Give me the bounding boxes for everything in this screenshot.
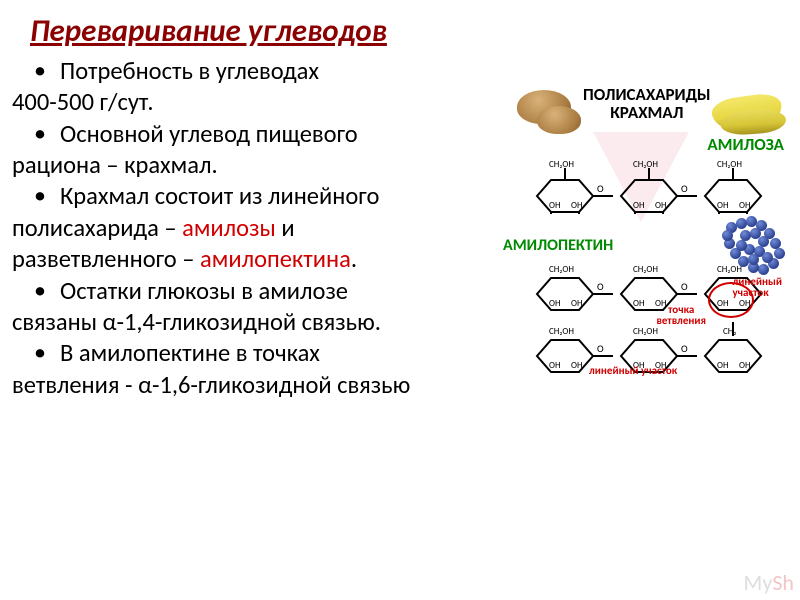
cont-4: разветвленного – амилопектина. bbox=[12, 244, 503, 275]
watermark-sh: Sh bbox=[772, 569, 794, 596]
watermark-my: My bbox=[744, 569, 773, 596]
diagram-column: ПОЛИСАХАРИДЫ КРАХМАЛ АМИЛОЗА CH₂OH H bbox=[503, 86, 788, 401]
starch-diagram: ПОЛИСАХАРИДЫ КРАХМАЛ АМИЛОЗА CH₂OH H bbox=[503, 86, 788, 376]
svg-text:OH: OH bbox=[633, 298, 645, 309]
svg-text:OH: OH bbox=[739, 200, 751, 211]
svg-text:O: O bbox=[597, 280, 604, 293]
amylopectin-term: амилопектина bbox=[200, 244, 351, 274]
watermark: MySh bbox=[744, 569, 794, 596]
cont-4a: разветвленного – bbox=[12, 244, 200, 274]
linear-bottom-label: линейный участок bbox=[589, 365, 677, 376]
svg-text:CH₂OH: CH₂OH bbox=[717, 159, 742, 170]
amylose-term: амилозы bbox=[182, 213, 276, 243]
amylopectin-label: АМИЛОПЕКТИН bbox=[503, 236, 613, 255]
svg-text:CH₂OH: CH₂OH bbox=[549, 264, 574, 275]
glucose-row-1: CH₂OH H H OH OH O CH₂OH bbox=[527, 158, 787, 214]
cont-3: полисахарида – амилозы и bbox=[12, 213, 503, 244]
svg-text:OH: OH bbox=[571, 360, 583, 371]
bullet-list: Потребность в углеводах 400-500 г/сут. О… bbox=[12, 56, 503, 401]
svg-text:CH₂OH: CH₂OH bbox=[717, 264, 742, 275]
svg-text:OH: OH bbox=[739, 360, 751, 371]
cont-2: рациона – крахмал. bbox=[12, 150, 503, 181]
svg-text:OH: OH bbox=[549, 298, 561, 309]
content-row: Потребность в углеводах 400-500 г/сут. О… bbox=[12, 56, 788, 401]
svg-text:CH₂OH: CH₂OH bbox=[633, 264, 658, 275]
cont-4b: . bbox=[351, 244, 357, 274]
svg-text:OH: OH bbox=[633, 200, 645, 211]
svg-text:OH: OH bbox=[571, 200, 583, 211]
branch-point-circle bbox=[708, 282, 754, 318]
cont-6: ветвления - α-1,6-гликозидной связью bbox=[12, 370, 503, 401]
svg-text:O: O bbox=[681, 280, 688, 293]
cont-3b: и bbox=[276, 213, 295, 243]
slide-title: Переваривание углеводов bbox=[30, 12, 788, 50]
svg-text:CH₂OH: CH₂OH bbox=[549, 326, 574, 337]
text-column: Потребность в углеводах 400-500 г/сут. О… bbox=[12, 56, 503, 401]
svg-text:CH₂OH: CH₂OH bbox=[633, 159, 658, 170]
cont-3a: полисахарида – bbox=[12, 213, 182, 243]
bullet-4: Остатки глюкозы в амилозе bbox=[12, 276, 503, 307]
svg-text:CH₂: CH₂ bbox=[723, 326, 736, 337]
svg-text:O: O bbox=[681, 342, 688, 355]
svg-text:OH: OH bbox=[549, 200, 561, 211]
svg-text:O: O bbox=[681, 182, 688, 195]
svg-text:CH₂OH: CH₂OH bbox=[633, 326, 658, 337]
svg-text:OH: OH bbox=[571, 298, 583, 309]
svg-text:O: O bbox=[597, 342, 604, 355]
amylose-label: АМИЛОЗА bbox=[707, 134, 784, 155]
svg-text:O: O bbox=[597, 182, 604, 195]
svg-text:OH: OH bbox=[717, 200, 729, 211]
slide: Переваривание углеводов Потребность в уг… bbox=[0, 0, 800, 600]
bullet-1: Потребность в углеводах bbox=[12, 56, 503, 87]
polysaccharide-header: ПОЛИСАХАРИДЫ КРАХМАЛ bbox=[583, 86, 711, 122]
svg-text:OH: OH bbox=[655, 200, 667, 211]
svg-text:CH₂OH: CH₂OH bbox=[549, 159, 574, 170]
svg-text:OH: OH bbox=[549, 360, 561, 371]
bullet-5: В амилопектине в точках bbox=[12, 338, 503, 369]
bullet-2: Основной углевод пищевого bbox=[12, 119, 503, 150]
svg-text:OH: OH bbox=[717, 360, 729, 371]
cont-5: связаны α-1,4-гликозидной связью. bbox=[12, 307, 503, 338]
cont-1: 400-500 г/сут. bbox=[12, 87, 503, 118]
walnut-icon-2 bbox=[537, 106, 581, 134]
bullet-3: Крахмал состоит из линейного bbox=[12, 181, 503, 212]
header-line-2: КРАХМАЛ bbox=[583, 104, 711, 122]
